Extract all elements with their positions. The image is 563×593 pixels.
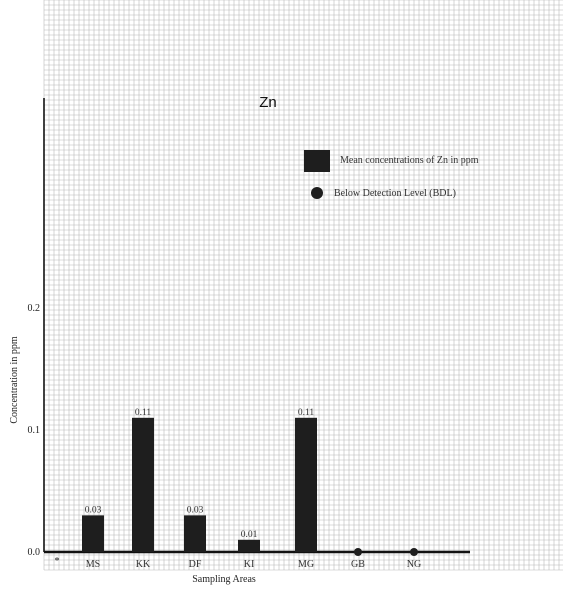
legend-bdl-marker	[311, 187, 323, 199]
value-label-df: 0.03	[187, 505, 204, 515]
bar-ki	[238, 539, 260, 552]
bdl-marker-gb	[354, 548, 362, 556]
origin-marker: *	[55, 556, 60, 567]
legend-label-mean: Mean concentrations of Zn in ppm	[340, 155, 479, 166]
y-tick-label-1: 0.1	[28, 425, 41, 436]
chart-bars	[82, 417, 418, 556]
category-label-mg: MG	[298, 559, 314, 570]
y-axis-title: Concentration in ppm	[9, 336, 20, 423]
bar-ms	[82, 515, 104, 552]
value-label-kk: 0.11	[135, 408, 152, 418]
y-tick-label-0: 0.0	[28, 547, 41, 558]
y-tick-label-2: 0.2	[28, 303, 41, 314]
value-label-ms: 0.03	[85, 505, 102, 515]
category-label-ms: MS	[86, 559, 100, 570]
bar-kk	[132, 417, 154, 552]
bdl-marker-ng	[410, 548, 418, 556]
category-label-df: DF	[189, 559, 202, 570]
chart-title: Zn	[259, 94, 277, 111]
bar-df	[184, 515, 206, 552]
value-label-mg: 0.11	[298, 408, 315, 418]
category-label-ki: KI	[244, 559, 255, 570]
legend-label-bdl: Below Detection Level (BDL)	[334, 188, 456, 199]
x-axis-title: Sampling Areas	[192, 574, 256, 585]
legend-bar-swatch	[304, 150, 330, 172]
chart-labels: 0.0 0.1 0.2 0.03 MS 0.11 KK 0.03 DF 0.01 KI 0.11 MG G…	[28, 303, 422, 570]
category-label-ng: NG	[407, 559, 421, 570]
chart-legend: Mean concentrations of Zn in ppm Below D…	[304, 150, 479, 199]
category-label-gb: GB	[351, 559, 365, 570]
category-label-kk: KK	[136, 559, 151, 570]
bar-mg	[295, 417, 317, 552]
value-label-ki: 0.01	[241, 530, 258, 540]
